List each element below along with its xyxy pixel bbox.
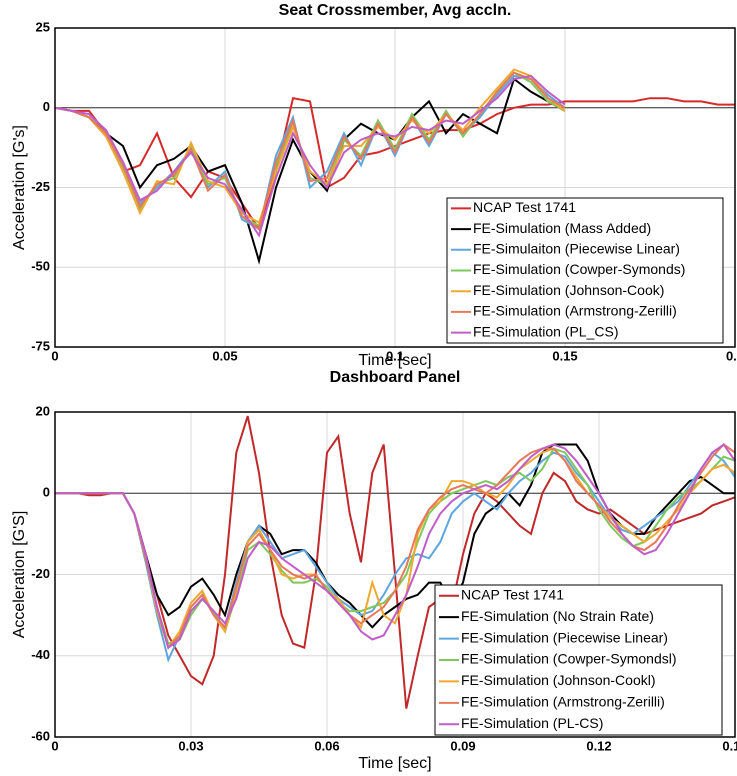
- series-line: [55, 443, 736, 650]
- legend-label: FE-Simulation (Cowper-Symonds): [473, 261, 685, 277]
- legend-label: FE-Simulation (Cowper-Symondsl): [461, 651, 677, 667]
- x-tick-label: 0.15: [552, 348, 577, 363]
- x-tick-label: 0.09: [450, 738, 475, 753]
- y-tick-label: -25: [31, 179, 50, 194]
- series-line: [54, 71, 566, 231]
- x-axis-label: Time [sec]: [358, 755, 431, 772]
- y-tick-label: -20: [31, 566, 50, 581]
- y-axis-label: Acceleration [G'S]: [11, 511, 28, 639]
- x-tick-label: 0.05: [212, 348, 237, 363]
- x-tick-label: 0.2: [726, 348, 737, 363]
- x-tick-label: 0.12: [586, 738, 611, 753]
- series-line: [54, 74, 566, 238]
- series-line: [54, 68, 566, 225]
- y-tick-label: 0: [43, 485, 50, 500]
- legend-box: [446, 197, 724, 344]
- chart-title: Seat Crossmember, Avg accln.: [279, 2, 512, 19]
- legend-label: FE-Simulation (PL_CS): [473, 323, 619, 339]
- legend-label: FE-Simulaiton (Piecewise Linear): [473, 240, 680, 256]
- x-axis-label: Time [sec]: [358, 352, 431, 369]
- legend-label: FE-Simulation (Armstrong-Zerilli): [461, 694, 665, 710]
- y-tick-label: -60: [31, 728, 50, 743]
- x-tick-label: 0: [51, 738, 58, 753]
- chart-title: Dashboard Panel: [330, 369, 461, 386]
- legend-label: FE-Simulation (PL-CS): [461, 715, 603, 731]
- x-tick-label: 0.15: [722, 738, 737, 753]
- plot-frame: [54, 27, 736, 348]
- x-tick-label: 0.06: [314, 738, 339, 753]
- x-tick-label: 0: [51, 348, 58, 363]
- legend-box: [434, 584, 723, 736]
- y-tick-label: -50: [31, 259, 50, 274]
- legend-label: FE-Simulation (No Strain Rate): [461, 608, 654, 624]
- legend-label: NCAP Test 1741: [473, 199, 576, 215]
- series-line: [54, 97, 735, 232]
- legend-label: FE-Simulation (Armstrong-Zerilli): [473, 303, 677, 319]
- legend-label: FE-Simulation (Mass Added): [473, 220, 651, 236]
- legend-label: FE-Simulation (Johnson-Cookl): [461, 672, 656, 688]
- legend-label: FE-Simulation (Johnson-Cook): [473, 282, 664, 298]
- legend-label: NCAP Test 1741: [461, 586, 564, 602]
- y-tick-label: -40: [31, 647, 50, 662]
- series-line: [54, 74, 566, 231]
- x-tick-label: 0.03: [178, 738, 203, 753]
- y-tick-label: 20: [36, 403, 50, 418]
- legend-label: FE-Simulation (Piecewise Linear): [461, 629, 668, 645]
- x-tick-label: 0.1: [386, 348, 404, 363]
- plot-frame: [54, 411, 736, 738]
- y-tick-label: -75: [31, 338, 50, 353]
- series-line: [55, 451, 736, 663]
- y-axis-label: Acceleration [G's]: [11, 125, 28, 250]
- y-tick-label: 25: [36, 19, 50, 34]
- y-tick-label: 0: [43, 99, 50, 114]
